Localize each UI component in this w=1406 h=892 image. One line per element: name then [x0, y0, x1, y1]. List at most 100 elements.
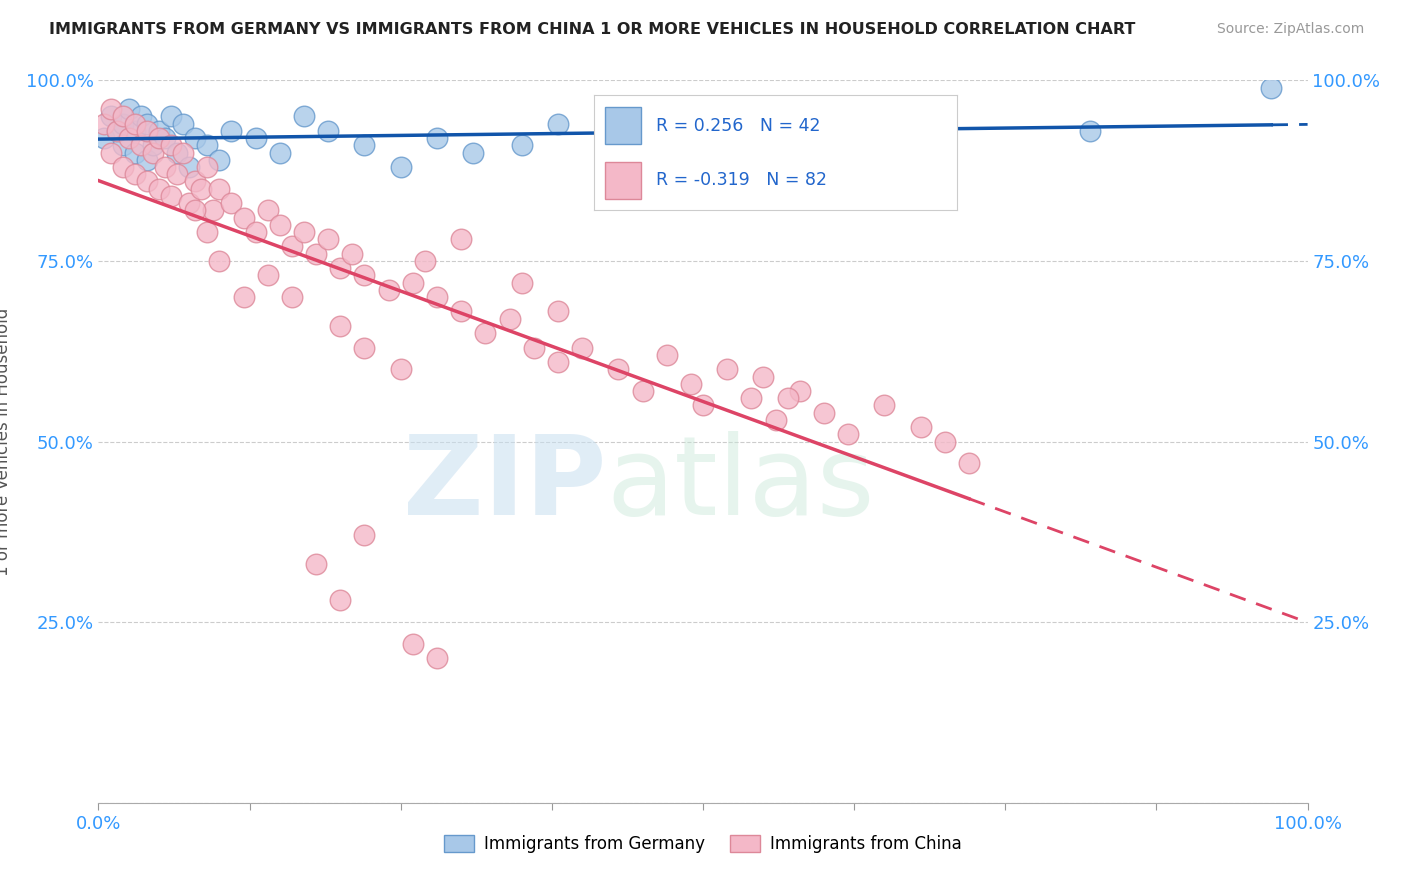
Point [124, 117, 146, 131]
Point [716, 362, 738, 376]
Point [655, 348, 678, 362]
Point [837, 427, 859, 442]
Point [129, 138, 152, 153]
Text: Source: ZipAtlas.com: Source: ZipAtlas.com [1216, 22, 1364, 37]
Point [281, 290, 304, 304]
Point [129, 110, 152, 124]
Point [202, 203, 225, 218]
Point [934, 131, 956, 145]
Point [124, 124, 146, 138]
Point [135, 174, 157, 188]
Point [389, 362, 412, 376]
Point [142, 145, 165, 160]
Point [292, 110, 315, 124]
Point [269, 145, 291, 160]
Point [245, 225, 267, 239]
Point [100, 145, 122, 160]
Point [111, 110, 134, 124]
Point [776, 391, 799, 405]
Point [547, 304, 569, 318]
Text: atlas: atlas [606, 432, 875, 539]
Point [135, 124, 157, 138]
Point [232, 290, 254, 304]
Point [160, 189, 183, 203]
Point [426, 290, 449, 304]
Point [281, 239, 304, 253]
Point [292, 225, 315, 239]
Text: ZIP: ZIP [404, 432, 606, 539]
Point [402, 637, 425, 651]
Point [740, 131, 762, 145]
Point [523, 341, 546, 355]
Point [679, 376, 702, 391]
Point [245, 131, 267, 145]
Point [450, 232, 472, 246]
Point [353, 138, 375, 153]
Point [329, 261, 352, 276]
Point [510, 276, 533, 290]
Point [195, 225, 218, 239]
Point [402, 276, 425, 290]
Point [135, 117, 157, 131]
Text: IMMIGRANTS FROM GERMANY VS IMMIGRANTS FROM CHINA 1 OR MORE VEHICLES IN HOUSEHOLD: IMMIGRANTS FROM GERMANY VS IMMIGRANTS FR… [49, 22, 1136, 37]
Point [1260, 80, 1282, 95]
Point [1078, 124, 1101, 138]
Point [692, 117, 714, 131]
Point [100, 110, 122, 124]
Point [179, 160, 201, 174]
Point [124, 145, 146, 160]
Point [740, 391, 762, 405]
Point [135, 153, 157, 167]
Point [118, 102, 141, 116]
Y-axis label: 1 or more Vehicles in Household: 1 or more Vehicles in Household [0, 308, 11, 575]
Point [571, 341, 593, 355]
Point [221, 124, 243, 138]
Point [595, 124, 617, 138]
Point [195, 160, 218, 174]
Point [179, 196, 201, 211]
Point [426, 131, 449, 145]
Point [474, 326, 496, 340]
Point [269, 218, 291, 232]
Point [172, 145, 194, 160]
Point [547, 117, 569, 131]
Point [105, 124, 128, 138]
Point [413, 253, 436, 268]
Point [789, 384, 811, 398]
Point [148, 182, 170, 196]
Point [148, 124, 170, 138]
Point [353, 268, 375, 283]
Point [153, 160, 176, 174]
Point [329, 593, 352, 607]
Point [100, 102, 122, 116]
Point [148, 131, 170, 145]
Point [765, 413, 787, 427]
Point [644, 138, 666, 153]
Point [93, 117, 115, 131]
Point [166, 145, 188, 160]
Point [160, 138, 183, 153]
Point [166, 167, 188, 181]
Point [607, 362, 630, 376]
Point [631, 384, 654, 398]
Point [118, 131, 141, 145]
Point [221, 196, 243, 211]
Point [886, 117, 908, 131]
Point [184, 203, 207, 218]
Point [172, 117, 194, 131]
Point [142, 138, 165, 153]
Point [208, 253, 231, 268]
Point [111, 138, 134, 153]
Point [93, 131, 115, 145]
Point [789, 124, 811, 138]
Point [353, 341, 375, 355]
Point [910, 420, 932, 434]
Point [256, 268, 278, 283]
Point [692, 398, 714, 412]
Point [510, 138, 533, 153]
Point [463, 145, 485, 160]
Point [377, 283, 399, 297]
Point [934, 434, 956, 449]
Point [329, 318, 352, 333]
Point [160, 110, 183, 124]
